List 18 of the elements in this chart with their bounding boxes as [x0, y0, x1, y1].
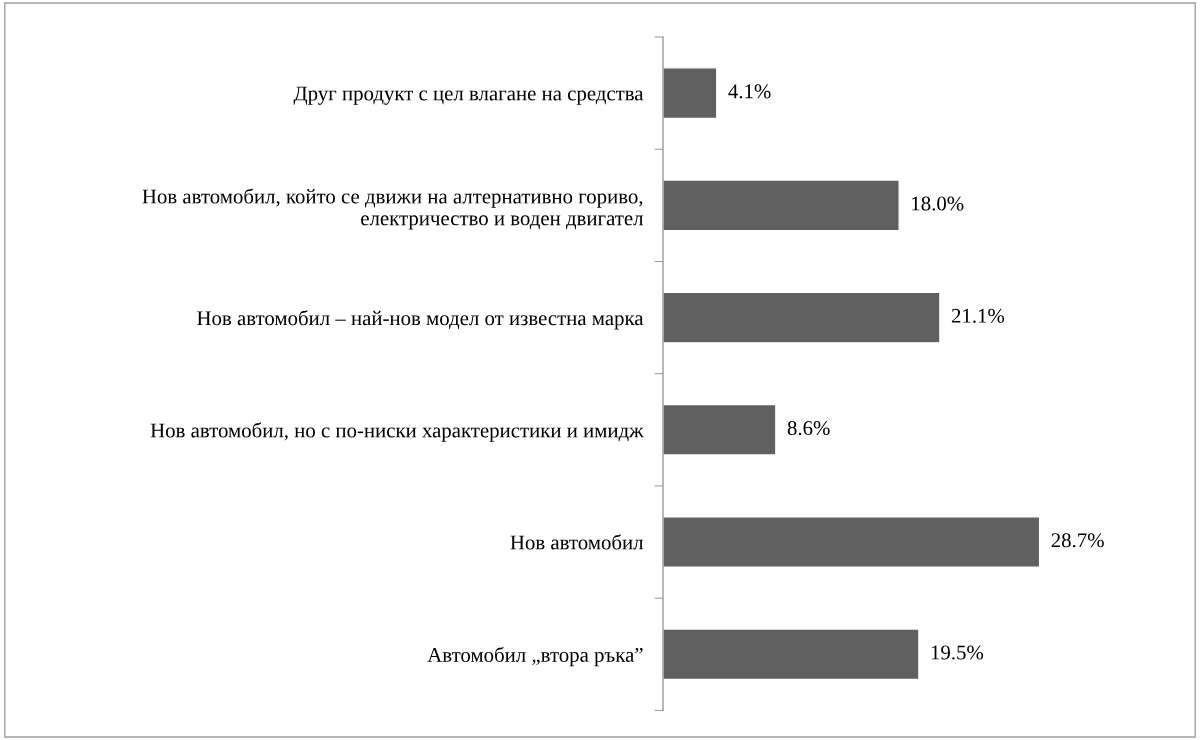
bar	[663, 403, 777, 456]
bar	[663, 628, 920, 681]
data-label: 18.0%	[912, 196, 964, 211]
bar	[663, 67, 718, 120]
bar	[663, 291, 941, 344]
bar	[663, 516, 1041, 568]
y-tick-label: Нов автомобил – най-нов модел от известна марка	[197, 310, 644, 330]
y-tick-label: Друг продукт с цел влагане на средства	[293, 86, 644, 105]
y-tick-label: Автомобил „втора ръка”	[427, 646, 643, 667]
bar	[663, 179, 900, 232]
data-label: 28.7%	[1051, 533, 1104, 548]
data-label: 8.6%	[787, 420, 830, 436]
y-tick-label: Нов автомобил, но с по-ниски характеристики и имидж	[150, 422, 644, 442]
data-label: 19.5%	[931, 645, 984, 660]
data-label: 4.1%	[728, 84, 771, 99]
y-tick-label: Нов автомобил, който се движи на алтернативно гориво, електричество и воден двигател	[142, 188, 644, 230]
data-label: 21.1%	[951, 308, 1005, 323]
y-tick-label: Нов автомобил	[510, 534, 644, 550]
